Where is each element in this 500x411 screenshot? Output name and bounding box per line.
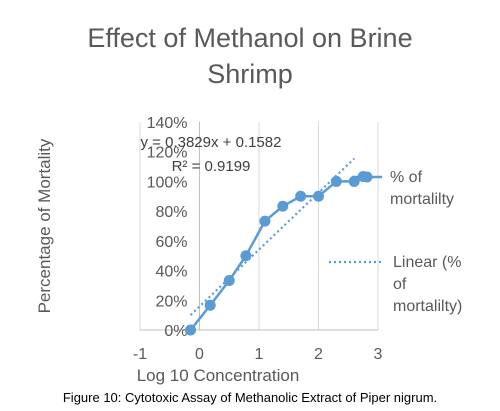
data-point	[223, 275, 235, 287]
x-tick-label: -1	[133, 346, 147, 363]
trendline-line	[189, 157, 355, 316]
data-point	[259, 215, 271, 227]
legend-trendline-label: of	[393, 276, 407, 293]
y-tick-label: 20%	[155, 293, 187, 310]
chart-title-line: Shrimp	[207, 59, 293, 89]
data-point	[330, 175, 342, 187]
data-point	[295, 190, 307, 202]
trendline	[189, 157, 355, 316]
data-point	[313, 190, 324, 202]
x-tick-label: 0	[195, 346, 204, 363]
series-line	[189, 175, 364, 331]
legend-series-label: % of	[390, 169, 423, 186]
legend-series-label: mortalilty	[390, 191, 454, 208]
data-point	[240, 250, 252, 262]
legend-series-marker	[361, 171, 373, 183]
y-axis-title: Percentage of Mortality	[35, 138, 54, 313]
chart: Effect of Methanol on Brine Shrimp 0% 20% 4…	[35, 23, 462, 385]
y-tick-label: 100%	[147, 174, 188, 191]
chart-title-line: Effect of Methanol on Brine	[87, 23, 412, 53]
y-tick-label: 40%	[155, 264, 187, 281]
chart-title: Effect of Methanol on Brine Shrimp	[87, 23, 412, 89]
trendline-annotation: y = 0.3829x + 0.1582 R² = 0.9199	[141, 134, 282, 175]
figure-caption: Figure 10: Cytotoxic Assay of Methanolic…	[62, 390, 438, 405]
y-tick-label: 80%	[155, 204, 187, 221]
trendline-r-squared: R² = 0.9199	[172, 158, 251, 175]
y-tick-label: 60%	[155, 234, 187, 251]
legend-trendline-label: Linear (%	[393, 254, 461, 271]
legend-trendline-label: mortalilty)	[393, 298, 462, 315]
x-tick-label: 1	[255, 346, 264, 363]
legend: % of mortalilty Linear (% of mortalilty)	[329, 169, 462, 315]
x-axis-title: Log 10 Concentration	[137, 366, 300, 385]
y-tick-label: 120%	[147, 145, 188, 162]
y-tick-label: 140%	[147, 115, 188, 132]
x-tick-label: 2	[314, 346, 323, 363]
data-point	[185, 324, 197, 336]
x-tick-label: 3	[374, 346, 383, 363]
grid	[139, 122, 379, 330]
data-point	[277, 200, 289, 212]
data-point	[204, 299, 216, 311]
axes: 0% 20% 40% 60% 80% 100% 120% 140% -1 0 1 2 3 Log 10 C…	[35, 115, 383, 385]
y-tick-label: 0%	[164, 323, 187, 340]
series	[185, 171, 369, 336]
trendline-equation: y = 0.3829x + 0.1582	[141, 134, 282, 151]
data-point	[348, 175, 360, 187]
